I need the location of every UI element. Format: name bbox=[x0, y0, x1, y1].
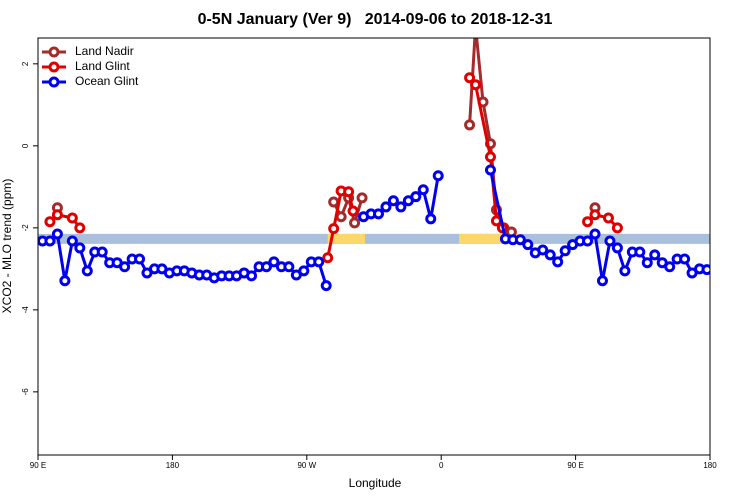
data-point bbox=[356, 192, 368, 204]
data-point bbox=[596, 275, 608, 287]
axes: 90 E 180 90 W 0 90 E 180 2 0 -2 -4 -6 bbox=[21, 61, 717, 470]
data-point bbox=[387, 195, 399, 207]
y-tick-label: 2 bbox=[21, 61, 30, 66]
x-tick-label: 90 W bbox=[297, 461, 316, 470]
data-point bbox=[417, 184, 429, 196]
data-point bbox=[611, 242, 623, 254]
data-point bbox=[96, 246, 108, 258]
data-point bbox=[679, 253, 691, 265]
data-point bbox=[484, 164, 496, 176]
data-point bbox=[51, 209, 63, 221]
data-point bbox=[322, 252, 334, 264]
data-point bbox=[66, 235, 78, 247]
legend-label: Land Glint bbox=[75, 59, 130, 73]
data-point bbox=[134, 253, 146, 265]
data-point bbox=[464, 72, 476, 84]
data-point bbox=[559, 245, 571, 257]
data-point bbox=[119, 261, 131, 273]
y-tick-label: -4 bbox=[21, 306, 30, 314]
data-point bbox=[74, 222, 86, 234]
data-point bbox=[432, 170, 444, 182]
data-point bbox=[602, 212, 614, 224]
x-tick-label: 180 bbox=[703, 461, 717, 470]
data-point bbox=[641, 257, 653, 269]
data-point bbox=[283, 261, 295, 273]
legend-marker bbox=[48, 76, 60, 88]
data-point bbox=[328, 196, 340, 208]
data-point bbox=[298, 265, 310, 277]
data-point bbox=[246, 270, 258, 282]
data-point bbox=[537, 244, 549, 256]
legend-marker bbox=[48, 46, 60, 58]
data-point bbox=[66, 212, 78, 224]
data-point bbox=[464, 119, 476, 131]
data-point bbox=[74, 242, 86, 254]
data-point bbox=[544, 249, 556, 261]
data-point bbox=[522, 239, 534, 251]
y-axis-label: XCO2 - MLO trend (ppm) bbox=[0, 179, 14, 314]
data-point bbox=[701, 264, 710, 276]
data-point bbox=[380, 201, 392, 213]
y-tick-label: -2 bbox=[21, 224, 30, 232]
data-point bbox=[372, 208, 384, 220]
data-point bbox=[343, 186, 355, 198]
data-point bbox=[552, 256, 564, 268]
x-tick-label: 180 bbox=[166, 461, 180, 470]
y-tick-label: 0 bbox=[21, 143, 30, 148]
data-point bbox=[582, 216, 594, 228]
data-point bbox=[619, 265, 631, 277]
data-point bbox=[634, 246, 646, 258]
data-point bbox=[514, 234, 526, 246]
data-point bbox=[347, 205, 359, 217]
x-tick-label: 90 E bbox=[567, 461, 583, 470]
data-point bbox=[335, 211, 347, 223]
data-point bbox=[589, 228, 601, 240]
data-point bbox=[260, 261, 272, 273]
data-point bbox=[604, 235, 616, 247]
data-point bbox=[589, 209, 601, 221]
chart-title: 0-5N January (Ver 9) 2014-09-06 to 2018-… bbox=[198, 11, 553, 28]
plot-area bbox=[38, 23, 710, 292]
data-point bbox=[268, 256, 280, 268]
data-point bbox=[611, 222, 623, 234]
data-point bbox=[349, 217, 361, 229]
x-axis-label: Longitude bbox=[349, 476, 402, 490]
data-point bbox=[470, 79, 482, 91]
legend-label: Land Nadir bbox=[75, 44, 134, 58]
data-point bbox=[59, 275, 71, 287]
data-point bbox=[320, 280, 332, 292]
data-point bbox=[44, 235, 56, 247]
data-point bbox=[425, 213, 437, 225]
plot-frame bbox=[37, 37, 711, 456]
data-point bbox=[328, 223, 340, 235]
data-point bbox=[664, 261, 676, 273]
data-point bbox=[313, 256, 325, 268]
data-point bbox=[649, 249, 661, 261]
x-tick-label: 0 bbox=[439, 461, 444, 470]
data-point bbox=[582, 235, 594, 247]
data-point bbox=[395, 201, 407, 213]
data-point bbox=[51, 228, 63, 240]
data-point bbox=[410, 191, 422, 203]
data-point bbox=[44, 216, 56, 228]
legend-label: Ocean Glint bbox=[75, 74, 139, 88]
x-tick-label: 90 E bbox=[30, 461, 46, 470]
y-tick-label: -6 bbox=[21, 388, 30, 396]
data-point bbox=[484, 151, 496, 163]
data-point bbox=[81, 265, 93, 277]
legend-marker bbox=[48, 61, 60, 73]
